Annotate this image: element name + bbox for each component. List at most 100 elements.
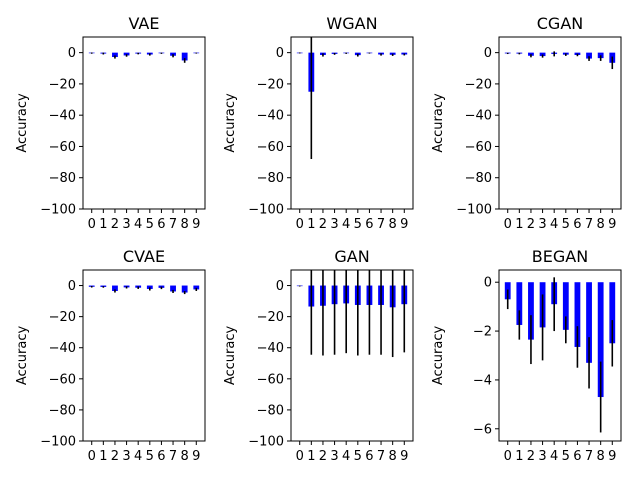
x-tick-label: 5 bbox=[354, 217, 362, 232]
x-tick-label: 5 bbox=[354, 449, 362, 464]
y-tick-label: −4 bbox=[473, 373, 492, 388]
y-tick-label: −100 bbox=[40, 435, 76, 450]
x-tick-label: 6 bbox=[365, 217, 373, 232]
x-tick-label: 5 bbox=[562, 217, 570, 232]
bar-8 bbox=[181, 285, 188, 293]
bar-2 bbox=[112, 52, 118, 58]
chart-title: GAN bbox=[334, 247, 369, 266]
x-tick-label: 2 bbox=[319, 449, 327, 464]
y-tick-label: −100 bbox=[456, 203, 492, 218]
x-tick-label: 5 bbox=[562, 449, 570, 464]
x-tick-label: 8 bbox=[181, 449, 189, 464]
y-tick-label: −80 bbox=[49, 403, 76, 418]
bar-7 bbox=[586, 52, 592, 59]
x-tick-label: 8 bbox=[389, 449, 397, 464]
bar-1 bbox=[516, 282, 523, 325]
bar-2 bbox=[528, 282, 534, 340]
bar-5 bbox=[146, 285, 153, 289]
x-tick-label: 7 bbox=[169, 449, 177, 464]
y-tick-label: −20 bbox=[49, 310, 76, 325]
x-tick-label: 1 bbox=[99, 449, 107, 464]
x-tick-label: 1 bbox=[515, 449, 523, 464]
x-tick-label: 9 bbox=[192, 449, 200, 464]
bar-7 bbox=[170, 285, 176, 292]
error-bars bbox=[298, 37, 406, 159]
axes-frame bbox=[498, 269, 622, 442]
bar-5 bbox=[562, 282, 569, 330]
y-tick-label: −40 bbox=[465, 109, 492, 124]
y-axis-label: Accuracy bbox=[223, 326, 238, 386]
bar-8 bbox=[181, 52, 188, 61]
chart-title: WGAN bbox=[326, 14, 377, 33]
chart-title: CVAE bbox=[123, 247, 165, 266]
x-tick-label: 3 bbox=[538, 449, 546, 464]
y-tick-label: −100 bbox=[248, 435, 284, 450]
axes-frame bbox=[82, 269, 206, 442]
x-tick-label: 3 bbox=[122, 449, 130, 464]
y-axis-label: Accuracy bbox=[15, 326, 30, 386]
x-tick-label: 9 bbox=[608, 217, 616, 232]
chart-title: VAE bbox=[129, 14, 160, 33]
y-tick-label: −60 bbox=[49, 372, 76, 387]
y-tick-label: −80 bbox=[257, 171, 284, 186]
y-tick-label: −20 bbox=[49, 77, 76, 92]
x-tick-label: 4 bbox=[550, 217, 558, 232]
x-tick-label: 6 bbox=[365, 449, 373, 464]
chart-title: BEGAN bbox=[532, 247, 588, 266]
y-axis-label: Accuracy bbox=[431, 93, 446, 153]
x-tick-label: 1 bbox=[307, 217, 315, 232]
axes-frame bbox=[290, 36, 414, 210]
bar-3 bbox=[539, 52, 546, 57]
x-tick-label: 0 bbox=[296, 449, 304, 464]
x-tick-label: 1 bbox=[99, 217, 107, 232]
y-tick-label: −40 bbox=[257, 109, 284, 124]
bar-7 bbox=[586, 282, 592, 363]
x-tick-label: 7 bbox=[585, 449, 593, 464]
axes-frame bbox=[82, 36, 206, 210]
bar-2 bbox=[112, 285, 118, 291]
y-tick-label: −80 bbox=[257, 403, 284, 418]
y-tick-label: −40 bbox=[257, 341, 284, 356]
y-axis-label: Accuracy bbox=[431, 326, 446, 386]
x-tick-label: 3 bbox=[330, 449, 338, 464]
y-tick-label: −2 bbox=[473, 325, 492, 340]
x-tick-label: 7 bbox=[377, 217, 385, 232]
axes-frame bbox=[290, 269, 414, 442]
y-tick-label: −40 bbox=[49, 109, 76, 124]
y-tick-label: 0 bbox=[484, 46, 492, 61]
x-tick-label: 0 bbox=[504, 217, 512, 232]
x-tick-label: 0 bbox=[296, 217, 304, 232]
y-tick-label: −80 bbox=[49, 171, 76, 186]
x-tick-label: 7 bbox=[377, 449, 385, 464]
x-tick-label: 6 bbox=[573, 449, 581, 464]
y-tick-label: −20 bbox=[465, 77, 492, 92]
x-tick-label: 3 bbox=[122, 217, 130, 232]
x-tick-label: 8 bbox=[181, 217, 189, 232]
x-tick-label: 1 bbox=[515, 217, 523, 232]
y-tick-label: −80 bbox=[465, 171, 492, 186]
x-tick-label: 5 bbox=[146, 449, 154, 464]
y-tick-label: 0 bbox=[68, 46, 76, 61]
x-tick-label: 4 bbox=[134, 217, 142, 232]
x-tick-label: 8 bbox=[389, 217, 397, 232]
error-bars bbox=[506, 277, 614, 433]
y-tick-label: −100 bbox=[248, 203, 284, 218]
x-tick-label: 0 bbox=[88, 449, 96, 464]
y-tick-label: −60 bbox=[49, 140, 76, 155]
x-tick-label: 9 bbox=[400, 449, 408, 464]
y-tick-label: 0 bbox=[276, 279, 284, 294]
error-bars bbox=[298, 270, 406, 358]
x-tick-label: 0 bbox=[504, 449, 512, 464]
x-tick-label: 4 bbox=[550, 449, 558, 464]
x-tick-label: 2 bbox=[111, 449, 119, 464]
y-tick-label: 0 bbox=[68, 279, 76, 294]
x-tick-label: 3 bbox=[538, 217, 546, 232]
y-tick-label: −60 bbox=[465, 140, 492, 155]
x-tick-label: 8 bbox=[597, 449, 605, 464]
